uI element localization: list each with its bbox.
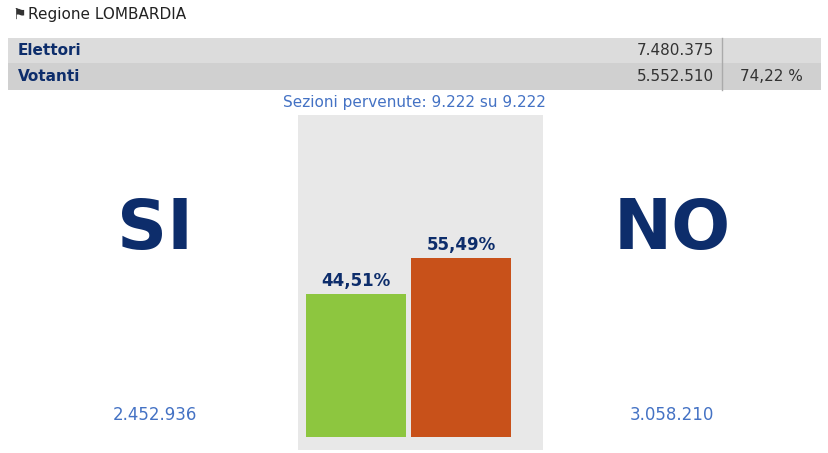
Text: Sezioni pervenute: 9.222 su 9.222: Sezioni pervenute: 9.222 su 9.222 [282,96,546,111]
Text: ⚑: ⚑ [12,6,26,21]
Text: 44,51%: 44,51% [321,272,390,289]
Text: SI: SI [117,197,193,264]
Bar [411,258,510,437]
Bar [8,38,820,63]
Text: 2.452.936: 2.452.936 [113,406,197,424]
Bar [297,115,542,450]
Text: NO: NO [613,197,729,264]
Text: 55,49%: 55,49% [426,236,495,254]
Text: 5.552.510: 5.552.510 [636,69,713,84]
Text: 74,22 %: 74,22 % [739,69,802,84]
Text: 7.480.375: 7.480.375 [636,43,713,58]
Bar [8,63,820,90]
Bar [306,294,406,437]
Text: Regione LOMBARDIA: Regione LOMBARDIA [28,6,186,21]
Text: 3.058.210: 3.058.210 [629,406,714,424]
Text: Elettori: Elettori [18,43,81,58]
Text: Votanti: Votanti [18,69,80,84]
